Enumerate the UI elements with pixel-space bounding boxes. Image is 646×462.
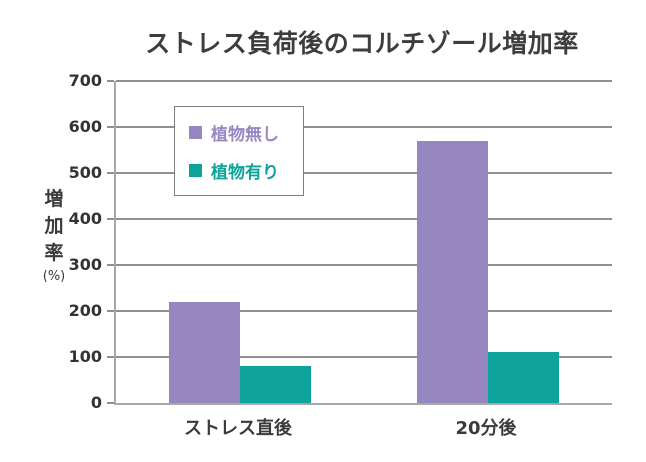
gridline (116, 310, 612, 312)
y-axis-unit-label: (%) (42, 268, 66, 284)
y-axis-tick (107, 264, 114, 266)
y-axis-title-text: 増加率 (44, 188, 64, 264)
y-axis-tick (107, 126, 114, 128)
y-tick-label: 500 (68, 163, 102, 182)
y-axis-tick (107, 218, 114, 220)
y-axis-tick (107, 356, 114, 358)
gridline (116, 126, 612, 128)
y-axis-tick (107, 402, 114, 404)
plot-area: 植物無し 植物有り (107, 80, 612, 405)
y-axis-title: 増加率 (%) (38, 186, 70, 284)
gridline (116, 172, 612, 174)
y-axis-tick (107, 310, 114, 312)
legend-swatch-no-plants (189, 126, 202, 139)
legend-label-no-plants: 植物無し (211, 125, 279, 145)
y-tick-label: 700 (68, 71, 102, 90)
y-axis-tick (107, 80, 114, 82)
chart-title: ストレス負荷後のコルチゾール増加率 (145, 29, 579, 58)
gridline (116, 356, 612, 358)
legend-label-with-plants: 植物有り (211, 163, 279, 183)
y-tick-label: 300 (68, 255, 102, 274)
y-tick-label: 400 (68, 209, 102, 228)
y-tick-label: 100 (68, 347, 102, 366)
legend-swatch-with-plants (189, 164, 202, 177)
y-axis-tick (107, 172, 114, 174)
y-tick-label: 0 (90, 393, 102, 412)
bar-series1-group2 (417, 140, 488, 403)
y-tick-label: 600 (68, 117, 102, 136)
legend-item-with-plants: 植物有り (189, 158, 295, 183)
gridline (116, 80, 612, 82)
x-axis-label: ストレス直後 (184, 418, 292, 439)
gridline (116, 264, 612, 266)
bar-series1-group1 (169, 301, 240, 403)
legend: 植物無し 植物有り (174, 106, 304, 196)
legend-item-no-plants: 植物無し (189, 120, 295, 145)
bar-series2-group1 (240, 366, 311, 403)
x-axis-label: 20分後 (455, 418, 517, 439)
y-tick-label: 200 (68, 301, 102, 320)
gridline (116, 218, 612, 220)
bar-series2-group2 (488, 352, 559, 403)
